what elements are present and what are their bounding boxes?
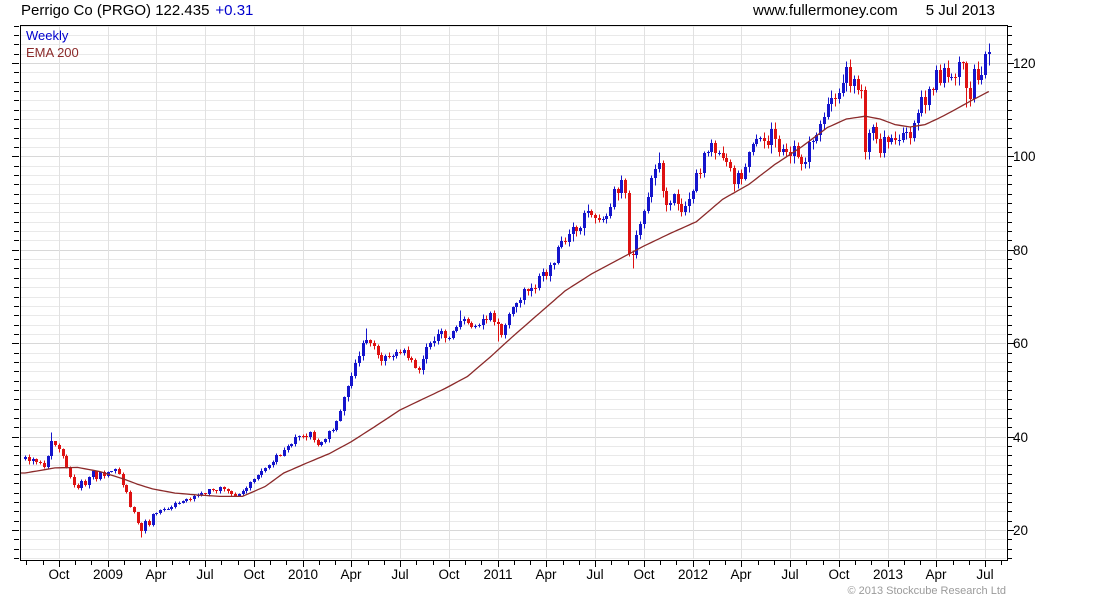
x-axis-label: Oct (633, 567, 654, 582)
x-axis-label: Jul (196, 567, 213, 582)
chart-legend: Weekly EMA 200 (26, 27, 79, 61)
y-axis-label: 60 (1013, 336, 1028, 351)
x-axis-label: 2012 (678, 567, 708, 582)
gridlines-major (21, 63, 1006, 531)
x-axis-label: Apr (730, 567, 752, 582)
plot-frame (12, 25, 1014, 567)
x-axis-label: Apr (535, 567, 557, 582)
x-axis-label: Oct (48, 567, 69, 582)
x-axis-label: Apr (340, 567, 362, 582)
y-axis-labels: 20 40 60 80 100 120 (1013, 56, 1036, 538)
price-change: +0.31 (215, 2, 254, 19)
y-axis-label: 20 (1013, 523, 1028, 538)
x-axis-label: Jul (781, 567, 798, 582)
legend-weekly-label: Weekly (26, 28, 69, 43)
x-axis-label: Oct (243, 567, 264, 582)
x-axis-label: Apr (145, 567, 167, 582)
x-axis-label: Jul (976, 567, 993, 582)
instrument-title: Perrigo Co (PRGO) 122.435 (21, 2, 210, 19)
y-axis-label: 100 (1013, 149, 1036, 164)
x-axis-label: Jul (586, 567, 603, 582)
gridlines-minor (21, 26, 1006, 559)
ema-line (20, 90, 990, 498)
y-axis-label: 120 (1013, 56, 1036, 71)
candlestick-series (24, 43, 991, 538)
x-axis-label: Jul (391, 567, 408, 582)
x-axis-label: 2013 (873, 567, 903, 582)
legend-ema-label: EMA 200 (26, 45, 79, 60)
website-label: www.fullermoney.com (753, 2, 898, 19)
x-axis-label: 2009 (93, 567, 123, 582)
x-axis-label: Oct (828, 567, 849, 582)
x-axis-label: Oct (438, 567, 459, 582)
date-label: 5 Jul 2013 (925, 2, 995, 19)
y-axis-label: 40 (1013, 430, 1028, 445)
x-axis-label: 2010 (288, 567, 318, 582)
x-axis-labels: Oct 2009 Apr Jul Oct 2010 Apr Jul Oct 2011 Apr Jul O… (48, 567, 993, 582)
title-bar: Perrigo Co (PRGO) 122.435 +0.31 (21, 2, 253, 19)
gridlines-vertical (59, 26, 986, 559)
copyright-label: © 2013 Stockcube Research Ltd (847, 585, 1006, 597)
y-axis-label: 80 (1013, 243, 1028, 258)
x-axis-label: Apr (925, 567, 947, 582)
x-axis-label: 2011 (483, 567, 512, 582)
header-right: www.fullermoney.com 5 Jul 2013 (753, 2, 995, 19)
